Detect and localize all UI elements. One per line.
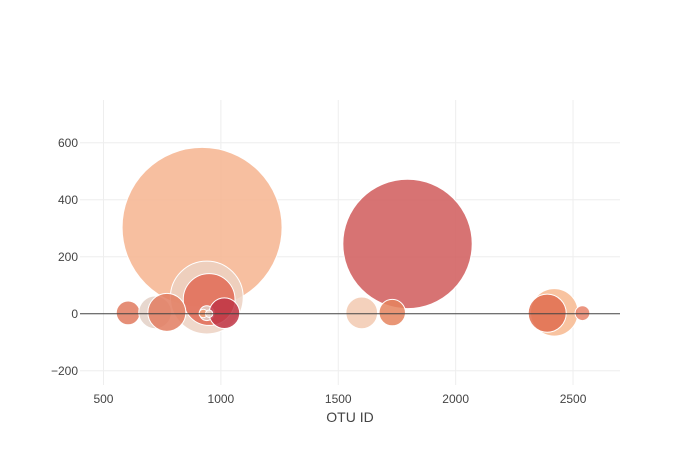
y-tick-label: 0 [71,307,78,321]
bubble-point[interactable] [147,292,187,332]
bubble-point[interactable] [378,298,406,327]
x-tick-label: 2500 [560,392,587,406]
bubble-point[interactable] [342,178,473,310]
bubble-layer [80,146,620,337]
y-tick-label: 600 [58,136,78,150]
x-tick-label: 2000 [442,392,469,406]
x-tick-label: 500 [93,392,113,406]
x-tick-label: 1000 [208,392,235,406]
tick-layer: 500 1000 1500 2000 2500 −200 0 200 400 600 [51,136,587,406]
bubble-point[interactable] [115,300,141,326]
bubble-point[interactable] [345,296,379,330]
bubble-point[interactable] [527,293,567,333]
bubble-point[interactable] [574,305,591,322]
x-axis-title: OTU ID [326,409,373,425]
y-tick-label: 400 [58,193,78,207]
bubble-point[interactable] [208,297,241,329]
y-tick-label: −200 [51,364,78,378]
y-tick-label: 200 [58,250,78,264]
x-tick-label: 1500 [325,392,352,406]
